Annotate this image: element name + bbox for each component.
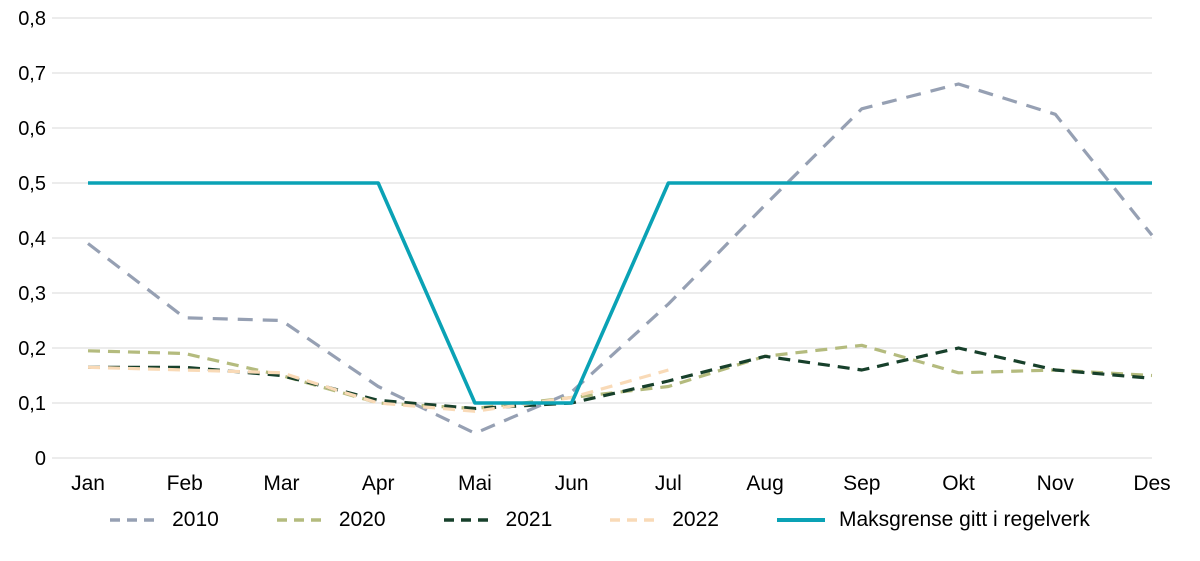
legend-swatch-icon	[110, 518, 159, 522]
y-tick-label: 0,4	[18, 228, 46, 250]
series-line-2021	[88, 346, 1153, 411]
x-tick-label: Jan	[71, 472, 105, 495]
legend-label: 2020	[338, 508, 386, 531]
series-line-maksgrense-gitt-i-regelverk	[88, 181, 1152, 405]
legend-label: 2010	[172, 508, 219, 531]
legend-item: 2020	[276, 508, 386, 532]
x-tick-label: Okt	[942, 472, 975, 495]
x-tick-label: Aug	[746, 472, 783, 495]
legend-swatch-icon	[776, 518, 825, 522]
legend-label: Maksgrense gitt i regelverk	[838, 508, 1090, 531]
legend-swatch-icon	[443, 518, 492, 522]
series-line-2022	[87, 365, 669, 413]
legend-swatch-icon	[610, 518, 659, 522]
x-tick-label: Des	[1133, 472, 1170, 495]
gridlines	[52, 17, 1152, 459]
legend-label: 2022	[672, 508, 719, 531]
legend-item: Maksgrense gitt i regelverk	[776, 508, 1090, 532]
y-axis-labels: 0 0,1 0,2 0,3 0,4 0,5 0,6 0,7 0,8	[18, 8, 46, 470]
legend-label: 2021	[505, 508, 553, 531]
x-tick-label: Jul	[655, 472, 682, 495]
x-tick-label: Apr	[362, 472, 395, 495]
y-tick-label: 0,5	[18, 173, 46, 195]
y-tick-label: 0,1	[18, 393, 46, 415]
x-tick-label: Nov	[1037, 472, 1075, 495]
legend-item: 2022	[610, 508, 719, 532]
y-tick-label: 0,2	[18, 338, 46, 360]
y-tick-label: 0,8	[18, 8, 46, 30]
chart-svg: 0 0,1 0,2 0,3 0,4 0,5 0,6 0,7 0,8 Jan Feb Mar Apr Ma…	[18, 8, 1171, 495]
y-tick-label: 0,3	[18, 283, 46, 305]
series-line-2020	[87, 343, 1153, 411]
x-tick-label: Jun	[555, 472, 589, 495]
x-tick-label: Feb	[167, 472, 203, 495]
x-tick-label: Mar	[263, 472, 299, 495]
series-lines	[87, 82, 1154, 435]
legend-swatch-icon	[276, 518, 325, 522]
y-tick-label: 0,7	[18, 63, 46, 85]
x-tick-label: Sep	[843, 472, 880, 495]
x-axis-labels: Jan Feb Mar Apr Mai Jun Jul Aug Sep Okt Nov Des	[71, 472, 1171, 495]
series-line-2010	[87, 82, 1154, 435]
y-tick-label: 0	[35, 448, 46, 470]
y-tick-label: 0,6	[18, 118, 46, 140]
legend-item: 2021	[443, 508, 553, 532]
x-tick-label: Mai	[458, 472, 492, 495]
legend-item: 2010	[110, 508, 219, 532]
chart-legend: 2010 2020 2021 2022 Maksgrense gitt i regelv…	[0, 508, 1200, 532]
